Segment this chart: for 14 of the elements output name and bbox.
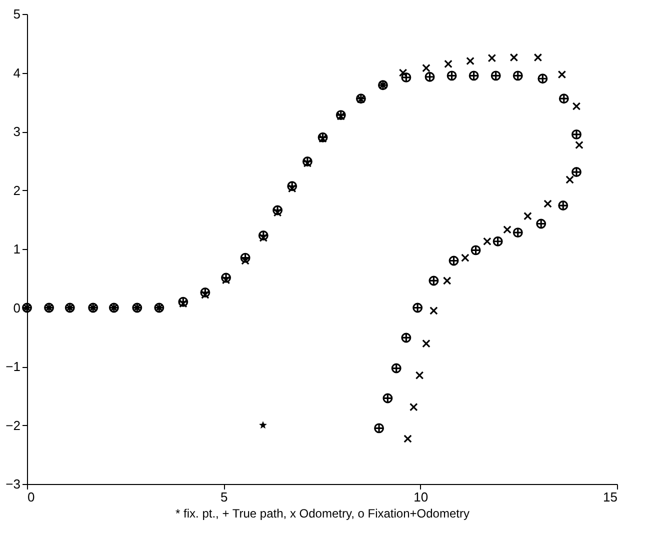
y-tick-label: −1 [6,359,20,374]
x-tick-label: 15 [603,490,618,504]
y-tick-label: −2 [6,418,20,433]
x-tick-label: 5 [220,490,228,504]
x-tick-label: 10 [414,490,428,504]
y-tick-label: 3 [13,124,20,139]
y-tick-label: 1 [13,242,20,256]
y-tick-label: 5 [13,6,20,22]
y-tick-label: 4 [13,65,20,80]
x-axis-title: * fix. pt., + True path, x Odometry, o Fixation+Odometry [176,506,470,520]
y-tick-label: 0 [13,300,20,316]
y-tick-label: −3 [6,476,20,492]
x-tick-label: 0 [28,490,35,504]
y-tick-label: 2 [13,182,20,198]
